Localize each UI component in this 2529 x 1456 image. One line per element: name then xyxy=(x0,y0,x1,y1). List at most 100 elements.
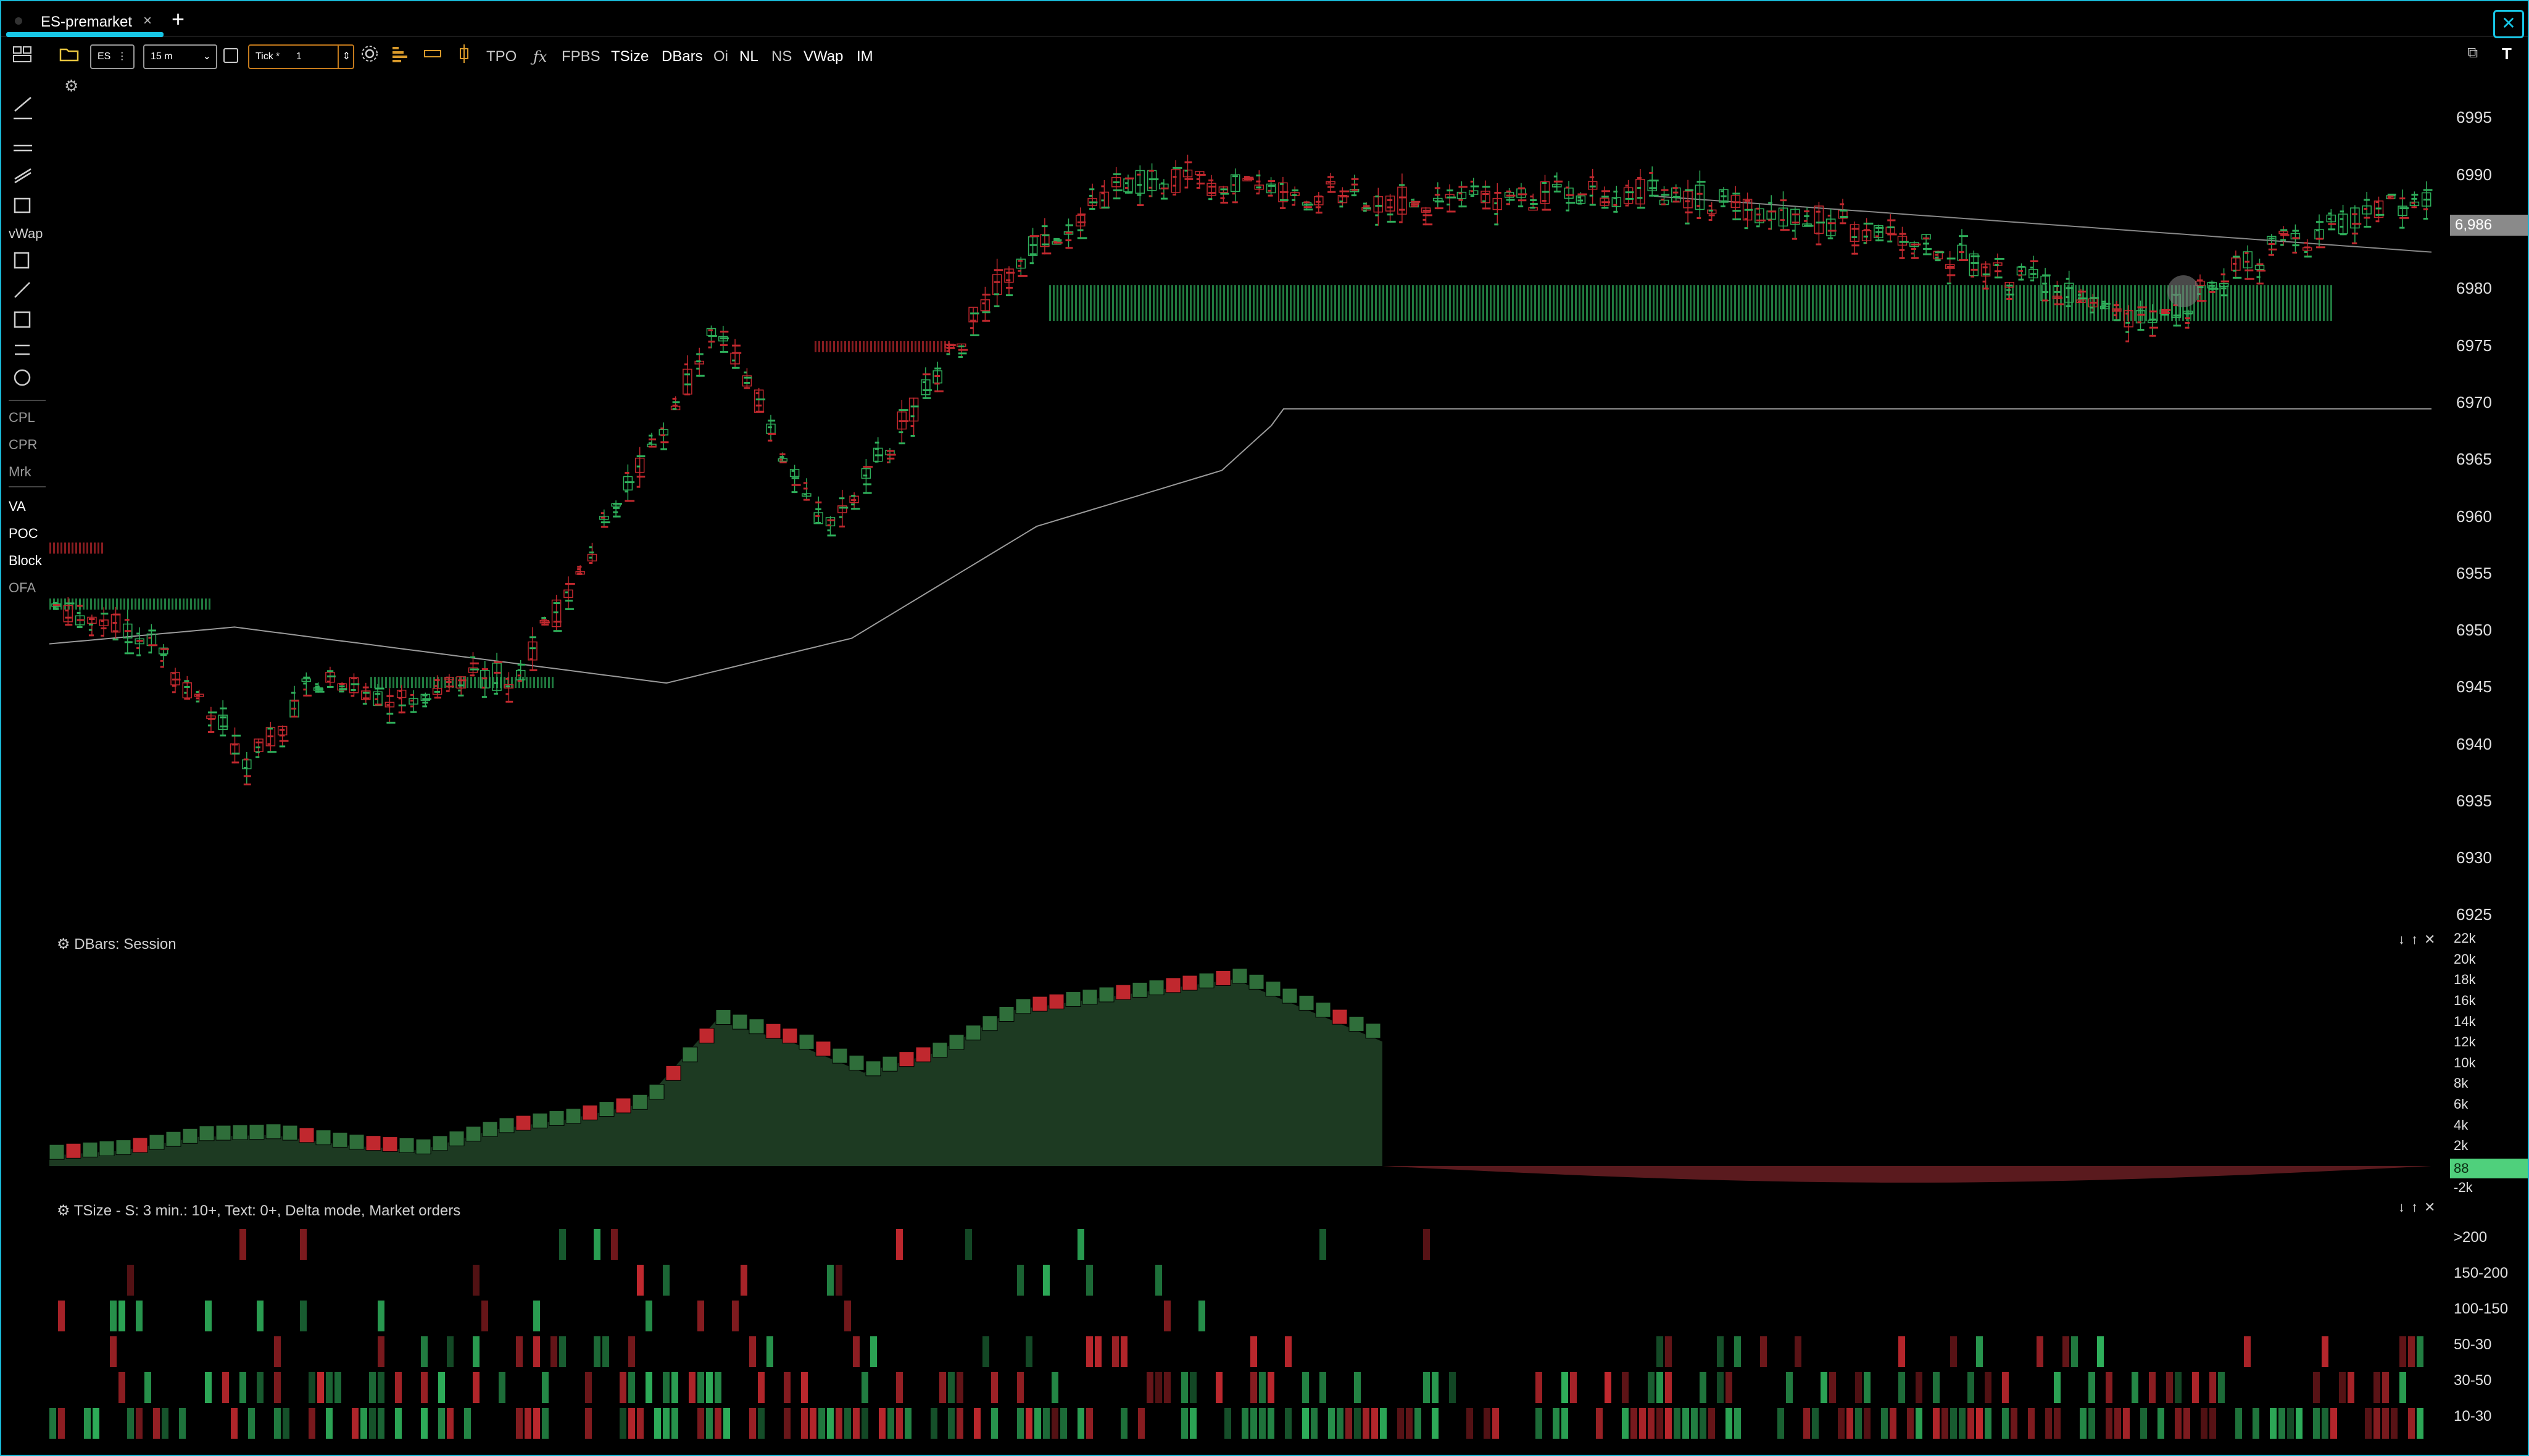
profile-icon[interactable] xyxy=(390,43,411,70)
value-area-tick xyxy=(541,677,542,689)
footprint-cell xyxy=(1351,178,1359,180)
dbars-bar xyxy=(765,1023,781,1039)
candle-icon[interactable] xyxy=(457,43,471,70)
footprint-cell xyxy=(1780,209,1783,212)
close-window-icon[interactable]: ✕ xyxy=(2493,10,2524,38)
footprint-cell xyxy=(1911,243,1921,246)
footprint-cell xyxy=(1721,205,1725,207)
toolbar-btn-oi[interactable]: Oi xyxy=(713,48,728,65)
tick-checkbox[interactable] xyxy=(223,48,238,63)
footprint-cell xyxy=(1732,218,1742,221)
footprint-cell xyxy=(1946,282,1951,284)
sidebar-cpr[interactable]: CPR xyxy=(9,437,38,452)
footprint-cell xyxy=(529,658,533,661)
dbars-bar xyxy=(132,1137,148,1153)
toolbar-btn-vwap[interactable]: VWap xyxy=(804,48,844,65)
footprint-cell xyxy=(815,508,821,510)
footprint-cell xyxy=(494,692,498,695)
toolbar-btn-dbars[interactable]: DBars xyxy=(662,48,703,65)
footprint-cell xyxy=(1887,226,1895,228)
footprint-cell xyxy=(899,442,905,445)
toolbar-btn-tsize[interactable]: TSize xyxy=(611,48,649,65)
panel-settings-icon[interactable]: ⚙ xyxy=(57,1202,70,1219)
new-tab-button[interactable]: + xyxy=(172,6,185,31)
tsize-bar xyxy=(542,1372,549,1403)
candle-body xyxy=(2278,230,2288,234)
dbars-tick: -2k xyxy=(2454,1179,2473,1195)
footprint-cell xyxy=(744,387,750,389)
value-area-tick xyxy=(918,341,920,352)
footprint-cell xyxy=(2149,334,2156,337)
snapshot-icon[interactable]: ⧉ xyxy=(2467,44,2478,61)
tsize-bar xyxy=(2166,1372,2173,1403)
toolbar-btn-nl[interactable]: NL xyxy=(739,48,758,65)
value-area-tick xyxy=(2290,285,2291,321)
symbol-selector[interactable]: ES ⋮ xyxy=(90,44,135,69)
toolbar-btn-fpbs[interactable]: FPBS xyxy=(562,48,600,65)
footprint-cell xyxy=(1447,196,1456,199)
value-area-tick xyxy=(94,542,96,554)
footprint-cell xyxy=(863,483,872,486)
footprint-cell xyxy=(1661,189,1669,191)
ruler-icon[interactable] xyxy=(422,43,443,70)
value-area-tick xyxy=(186,598,188,610)
footprint-cell xyxy=(458,684,464,687)
value-area-tick xyxy=(149,598,151,610)
tsize-panel-controls[interactable]: ↓↑✕ xyxy=(2398,1199,2442,1215)
footprint-cell xyxy=(791,484,801,486)
footprint-cell xyxy=(732,344,741,347)
tsize-chart[interactable] xyxy=(49,1217,2444,1439)
footprint-cell xyxy=(1077,237,1087,239)
sidebar-ofa[interactable]: OFA xyxy=(9,580,36,595)
interval-select[interactable]: 15 m ⌄ xyxy=(143,44,217,69)
sidebar-poc[interactable]: POC xyxy=(9,526,38,541)
footprint-cell xyxy=(1672,191,1679,194)
settings-gear-icon[interactable] xyxy=(359,43,380,70)
function-icon[interactable]: ƒx xyxy=(533,48,547,65)
value-area-tick xyxy=(1434,285,1436,321)
sidebar-block[interactable]: Block xyxy=(9,553,42,568)
folder-icon[interactable] xyxy=(58,43,80,70)
dbars-bar xyxy=(1348,1015,1364,1032)
footprint-cell xyxy=(351,695,354,697)
tsize-bar xyxy=(836,1408,842,1439)
dbars-bar xyxy=(1082,989,1098,1005)
indicator-settings-icon[interactable]: ⚙ xyxy=(64,77,79,95)
price-chart[interactable] xyxy=(49,86,2444,919)
footprint-cell xyxy=(375,687,384,690)
dbars-bar xyxy=(199,1125,215,1141)
tick-input[interactable]: Tick * 1 ⇕ xyxy=(248,44,354,69)
footprint-cell xyxy=(517,680,522,682)
sidebar-va[interactable]: VA xyxy=(9,498,26,514)
panel-settings-icon[interactable]: ⚙ xyxy=(57,936,70,953)
toolbar-btn-ns[interactable]: NS xyxy=(771,48,792,65)
footprint-cell xyxy=(2137,313,2146,316)
tsize-bar xyxy=(1933,1372,1940,1403)
footprint-cell xyxy=(362,692,370,694)
sidebar-vwap[interactable]: vWap xyxy=(9,226,43,241)
stepper-icon[interactable]: ⇕ xyxy=(337,46,351,68)
candle-body xyxy=(1337,194,1348,204)
footprint-cell xyxy=(1208,192,1216,194)
dbars-panel-controls[interactable]: ↓↑✕ xyxy=(2398,932,2442,947)
footprint-cell xyxy=(315,690,325,693)
footprint-cell xyxy=(2411,197,2417,200)
tsize-bar xyxy=(438,1372,445,1403)
footprint-cell xyxy=(779,461,787,464)
footprint-cell xyxy=(1696,192,1703,195)
sidebar-cpl[interactable]: CPL xyxy=(9,410,35,425)
footprint-cell xyxy=(1315,206,1321,209)
sidebar-mrk[interactable]: Mrk xyxy=(9,464,31,479)
toolbar-btn-tpo[interactable]: TPO xyxy=(486,48,517,65)
toolbar-btn-im[interactable]: IM xyxy=(857,48,873,65)
layout-icon[interactable] xyxy=(11,43,33,70)
footprint-cell xyxy=(1637,197,1643,199)
footprint-cell xyxy=(994,305,1000,308)
tab-es-premarket[interactable]: ES-premarket × xyxy=(6,9,164,37)
text-tool-icon[interactable]: T xyxy=(2502,44,2512,63)
close-tab-icon[interactable]: × xyxy=(143,12,152,29)
footprint-cell xyxy=(1649,194,1659,197)
value-area-tick xyxy=(1438,285,1440,321)
dbars-chart[interactable] xyxy=(49,932,2444,1197)
value-area-tick xyxy=(1475,285,1477,321)
